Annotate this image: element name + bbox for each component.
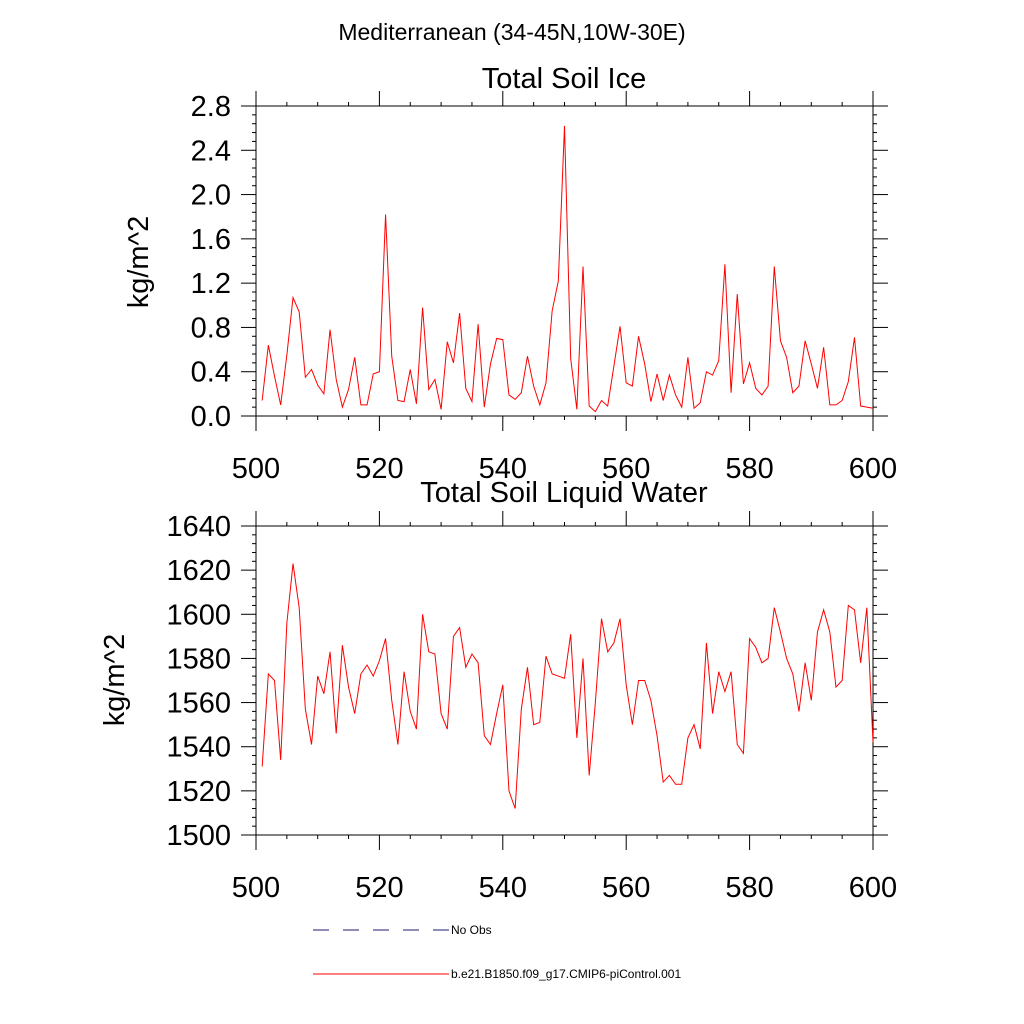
legend: No Obs b.e21.B1850.f09_g17.CMIP6-piContr… — [313, 923, 681, 981]
panel-title: Total Soil Liquid Water — [420, 477, 708, 509]
x-tick-label: 580 — [725, 872, 773, 904]
x-tick-label: 540 — [479, 453, 527, 485]
panel-total-soil-liquid-water: Total Soil Liquid Water kg/m^2 500 520 540… — [99, 477, 897, 904]
y-tick-label: 0.8 — [191, 312, 231, 344]
plot-frame — [255, 105, 874, 417]
figure-suptitle: Mediterranean (34-45N,10W-30E) — [338, 19, 685, 45]
panel-title: Total Soil Ice — [482, 63, 646, 95]
x-tick-label: 520 — [355, 453, 403, 485]
x-tick-label: 540 — [479, 872, 527, 904]
y-tick-label: 1640 — [166, 511, 231, 543]
y-tick-label: 2.0 — [191, 180, 231, 212]
x-tick-label: 600 — [849, 453, 897, 485]
legend-label-no-obs: No Obs — [451, 923, 492, 937]
y-tick-label: 2.8 — [191, 91, 231, 123]
y-tick-label: 1580 — [166, 643, 231, 675]
x-tick-label: 520 — [355, 872, 403, 904]
y-tick-label: 1540 — [166, 732, 231, 764]
x-tick-label: 560 — [602, 872, 650, 904]
plot-frame — [255, 525, 874, 836]
y-tick-label: 0.4 — [191, 357, 231, 389]
y-tick-label: 1.2 — [191, 268, 231, 300]
x-tick-label: 580 — [725, 453, 773, 485]
y-axis-label: kg/m^2 — [99, 634, 131, 727]
y-tick-label: 2.4 — [191, 135, 231, 167]
x-tick-label: 560 — [602, 453, 650, 485]
legend-label-picontrol: b.e21.B1850.f09_g17.CMIP6-piControl.001 — [451, 967, 681, 981]
x-tick-label: 600 — [849, 872, 897, 904]
x-tick-label: 500 — [232, 872, 280, 904]
y-axis-label: kg/m^2 — [123, 216, 155, 309]
y-tick-label: 0.0 — [191, 401, 231, 433]
y-tick-label: 1560 — [166, 688, 231, 720]
series-line — [261, 563, 874, 809]
y-tick-label: 1620 — [166, 555, 231, 587]
y-tick-label: 1500 — [166, 820, 231, 852]
y-tick-label: 1600 — [166, 599, 231, 631]
panel-total-soil-ice: Total Soil Ice kg/m^2 500 520 540 560 580 600… — [123, 63, 897, 485]
series-line — [261, 125, 874, 413]
y-tick-label: 1520 — [166, 776, 231, 808]
y-tick-label: 1.6 — [191, 224, 231, 256]
x-tick-label: 500 — [232, 453, 280, 485]
